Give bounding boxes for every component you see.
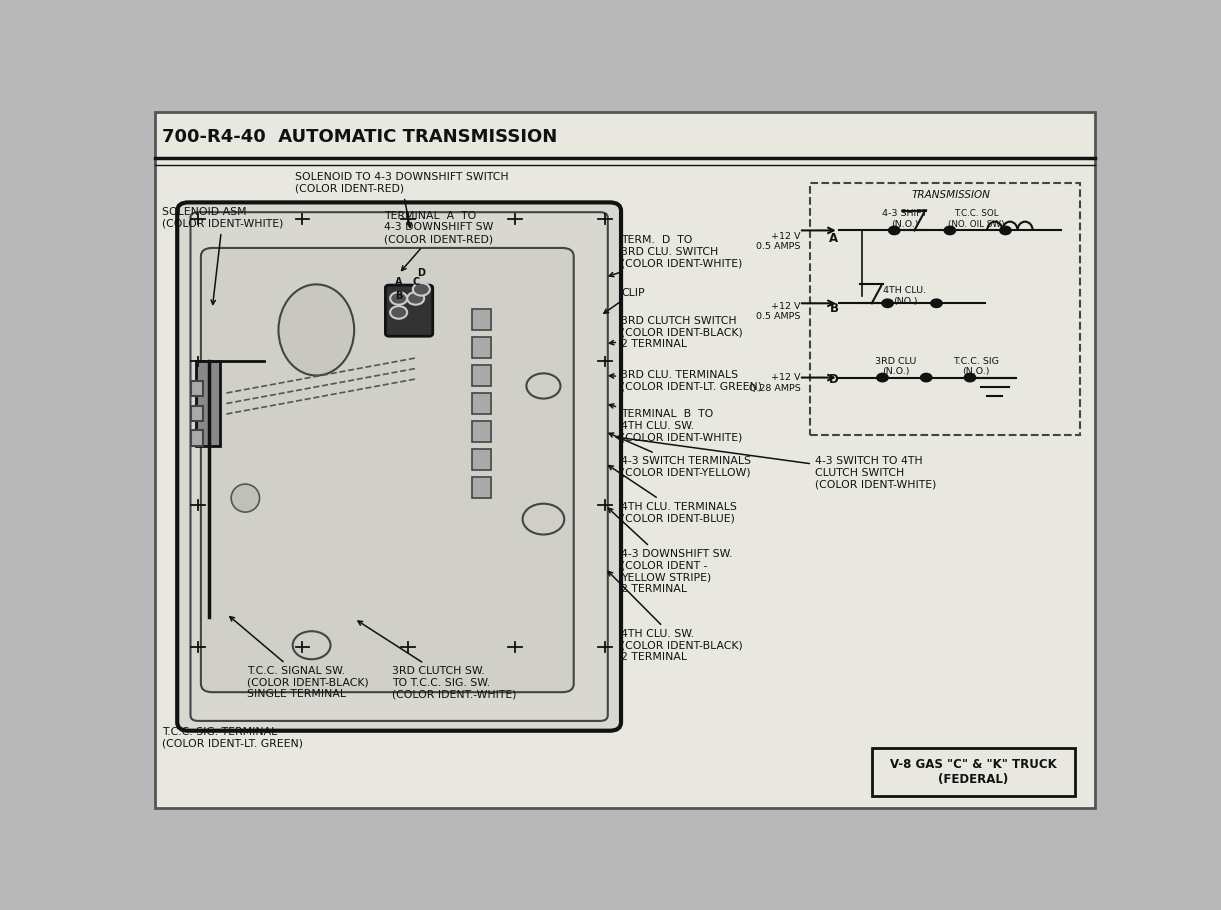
Circle shape	[877, 373, 888, 382]
Circle shape	[944, 227, 956, 235]
Text: 4TH CLU.
(NO.): 4TH CLU. (NO.)	[883, 287, 927, 306]
Text: 4TH CLU. TERMINALS
(COLOR IDENT-BLUE): 4TH CLU. TERMINALS (COLOR IDENT-BLUE)	[609, 466, 737, 523]
Text: T.C.C. SIG
(N.O.): T.C.C. SIG (N.O.)	[952, 357, 999, 376]
FancyBboxPatch shape	[201, 248, 574, 693]
Text: A: A	[394, 278, 403, 288]
FancyBboxPatch shape	[177, 202, 621, 731]
FancyBboxPatch shape	[473, 477, 491, 498]
Text: A: A	[829, 232, 839, 245]
Ellipse shape	[231, 484, 260, 512]
Ellipse shape	[278, 285, 354, 376]
FancyBboxPatch shape	[197, 361, 220, 446]
Text: +12 V
Q.28 AMPS: +12 V Q.28 AMPS	[748, 373, 801, 393]
Text: V-8 GAS "C" & "K" TRUCK
(FEDERAL): V-8 GAS "C" & "K" TRUCK (FEDERAL)	[890, 758, 1057, 786]
Circle shape	[921, 373, 932, 382]
Text: TRANSMISSION: TRANSMISSION	[911, 190, 990, 200]
Text: TERMINAL  A  TO
4-3 DOWNSHIFT SW
(COLOR IDENT-RED): TERMINAL A TO 4-3 DOWNSHIFT SW (COLOR ID…	[385, 211, 493, 270]
Text: T.C.C. SIG. TERMINAL
(COLOR IDENT-LT. GREEN): T.C.C. SIG. TERMINAL (COLOR IDENT-LT. GR…	[162, 727, 303, 749]
FancyBboxPatch shape	[811, 183, 1081, 435]
Text: CLIP: CLIP	[604, 288, 645, 313]
Text: 3RD CLUTCH SWITCH
(COLOR IDENT-BLACK)
2 TERMINAL: 3RD CLUTCH SWITCH (COLOR IDENT-BLACK) 2 …	[609, 316, 742, 349]
Text: 4-3 SWITCH TO 4TH
CLUTCH SWITCH
(COLOR IDENT-WHITE): 4-3 SWITCH TO 4TH CLUTCH SWITCH (COLOR I…	[617, 436, 937, 490]
FancyBboxPatch shape	[473, 308, 491, 330]
Text: T.C.C. SOL
(NO. OIL SW): T.C.C. SOL (NO. OIL SW)	[947, 209, 1004, 228]
Text: 4-3 DOWNSHIFT SW.
(COLOR IDENT -
YELLOW STRIPE)
2 TERMINAL: 4-3 DOWNSHIFT SW. (COLOR IDENT - YELLOW …	[608, 508, 733, 594]
FancyBboxPatch shape	[192, 406, 203, 421]
Text: 4TH CLU. SW.
(COLOR IDENT-BLACK)
2 TERMINAL: 4TH CLU. SW. (COLOR IDENT-BLACK) 2 TERMI…	[608, 571, 742, 662]
Text: TERM.  D  TO
3RD CLU. SWITCH
(COLOR IDENT-WHITE): TERM. D TO 3RD CLU. SWITCH (COLOR IDENT-…	[609, 236, 742, 277]
FancyBboxPatch shape	[473, 393, 491, 414]
Text: +12 V
0.5 AMPS: +12 V 0.5 AMPS	[757, 302, 801, 321]
FancyBboxPatch shape	[386, 285, 432, 336]
Text: 700-R4-40  AUTOMATIC TRANSMISSION: 700-R4-40 AUTOMATIC TRANSMISSION	[162, 128, 557, 147]
Text: 3RD CLUTCH SW.
TO T.C.C. SIG. SW.
(COLOR IDENT.-WHITE): 3RD CLUTCH SW. TO T.C.C. SIG. SW. (COLOR…	[358, 621, 516, 700]
Text: T.C.C. SIGNAL SW.
(COLOR IDENT-BLACK)
SINGLE TERMINAL: T.C.C. SIGNAL SW. (COLOR IDENT-BLACK) SI…	[230, 617, 369, 700]
Text: SOLENOID TO 4-3 DOWNSHIFT SWITCH
(COLOR IDENT-RED): SOLENOID TO 4-3 DOWNSHIFT SWITCH (COLOR …	[294, 172, 508, 228]
Text: B: B	[829, 302, 839, 315]
Bar	[872, 748, 1076, 796]
FancyBboxPatch shape	[473, 449, 491, 470]
Circle shape	[882, 299, 894, 308]
Text: +12 V
0.5 AMPS: +12 V 0.5 AMPS	[757, 232, 801, 251]
Text: C: C	[411, 278, 419, 288]
Text: 3RD CLU. TERMINALS
(COLOR IDENT-LT. GREEN): 3RD CLU. TERMINALS (COLOR IDENT-LT. GREE…	[609, 369, 762, 391]
Circle shape	[413, 283, 430, 296]
Circle shape	[889, 227, 900, 235]
Circle shape	[407, 292, 424, 305]
FancyBboxPatch shape	[473, 421, 491, 442]
Circle shape	[930, 299, 943, 308]
FancyBboxPatch shape	[192, 430, 203, 446]
Circle shape	[1000, 227, 1011, 235]
Text: D: D	[418, 268, 425, 278]
FancyBboxPatch shape	[192, 381, 203, 397]
Text: D: D	[829, 373, 839, 387]
Text: 4-3 SHIFT
(N.O.): 4-3 SHIFT (N.O.)	[883, 209, 928, 228]
Text: SOLENOID ASM
(COLOR IDENT-WHITE): SOLENOID ASM (COLOR IDENT-WHITE)	[162, 207, 283, 305]
Text: B: B	[394, 291, 403, 301]
Circle shape	[391, 306, 407, 318]
Circle shape	[965, 373, 976, 382]
Text: TERMINAL  B  TO
4TH CLU. SW.
(COLOR IDENT-WHITE): TERMINAL B TO 4TH CLU. SW. (COLOR IDENT-…	[609, 404, 742, 442]
FancyBboxPatch shape	[473, 365, 491, 386]
FancyBboxPatch shape	[473, 337, 491, 358]
Text: 3RD CLU
(N.O.): 3RD CLU (N.O.)	[874, 357, 916, 376]
Circle shape	[391, 292, 407, 305]
Text: 4-3 SWITCH TERMINALS
(COLOR IDENT-YELLOW): 4-3 SWITCH TERMINALS (COLOR IDENT-YELLOW…	[609, 433, 751, 478]
